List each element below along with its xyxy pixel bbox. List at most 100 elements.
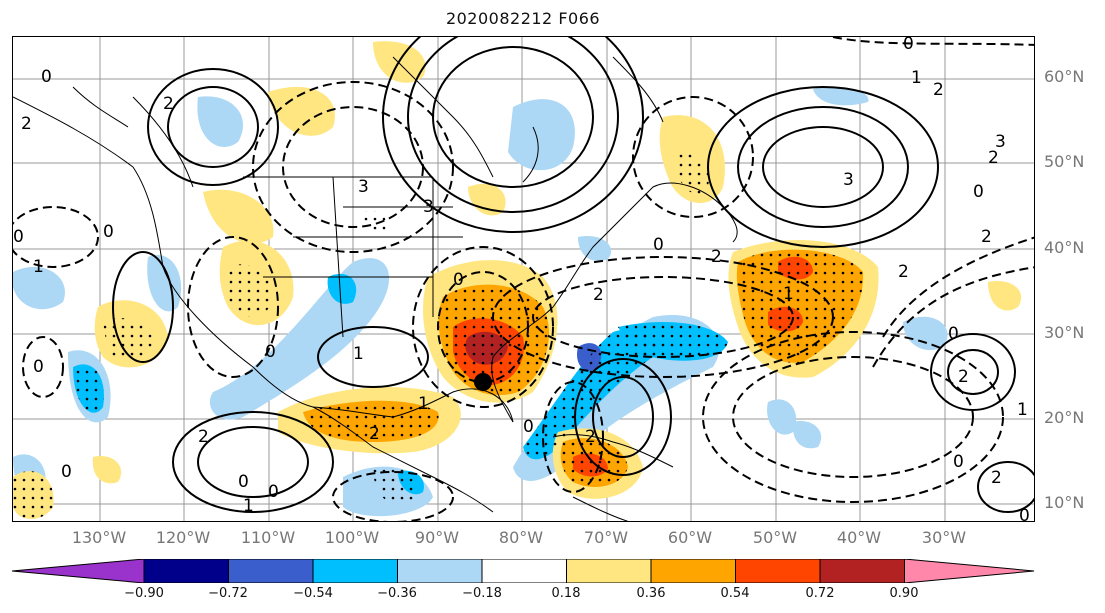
contour-label: 0 [523,417,534,437]
contour-solid [197,426,309,498]
contour-label: 0 [903,37,914,54]
colorbar-tick: −0.54 [293,586,333,601]
lon-label: 120°W [155,528,211,547]
contour-solid [977,461,1034,513]
lat-label: 30°N [1044,323,1085,342]
contour-solid [737,106,909,228]
contour-label: 2 [898,262,909,282]
contour-label: 0 [1019,506,1030,522]
contour-label: 2 [981,227,992,247]
pos-region [468,183,506,216]
contour-dashed [13,206,99,268]
significance-stipple [13,471,54,519]
lat-label: 20°N [1044,408,1085,427]
contour-dashed [702,331,1004,503]
contour-dashed [872,266,1034,368]
contour-label: 2 [711,247,722,267]
significance-stipple [363,210,387,234]
contour-label: 3 [995,132,1006,152]
contour-dashed [882,236,1034,338]
neg-region [508,99,575,171]
contour-solid [317,326,429,388]
contour-solid [930,333,1016,411]
contour-solid [147,68,279,186]
neg-region [903,316,948,351]
colorbar-tick: −0.72 [208,586,248,601]
contour-label: 2 [198,427,209,447]
contour-dashed [542,381,604,493]
lon-label: 90°W [414,528,460,547]
lon-label: 110°W [240,528,296,547]
neg-region [767,399,797,435]
colorbar-tick: 0.90 [889,586,919,601]
contour-label: 2 [991,468,1002,488]
contour-solid [574,358,672,476]
lon-label: 30°W [921,528,967,547]
contour-label: 0 [13,227,24,247]
lat-label: 10°N [1044,493,1085,512]
colorbar-extend-min [11,559,145,583]
contour-solid [382,37,644,233]
contour-solid [762,126,884,208]
contour-label: 0 [653,235,664,255]
colorbar-segment [143,559,229,583]
lon-label: 80°W [498,528,544,547]
colorbar-segment [735,559,821,583]
lon-label: 70°W [583,528,629,547]
contour-dashed [632,96,754,218]
contour-label: 0 [41,67,52,87]
pos-region [92,456,122,484]
contour-dashed [282,106,424,228]
lat-label: 40°N [1044,238,1085,257]
colorbar-extend-max [904,559,1035,583]
contour-label: 3 [358,177,369,197]
contour-label: 1 [243,496,254,516]
contour-solid [947,349,999,395]
colorbar-tick: −0.90 [124,586,164,601]
shaded-fields [13,41,1022,519]
significance-stipple [618,322,728,361]
neg-region-mid [327,273,357,304]
colorbar-tick: 0.18 [551,586,581,601]
contour-label: 0 [948,324,959,344]
colorbar-segment [228,559,314,583]
lon-label: 100°W [324,528,380,547]
contour-label: 2 [585,427,596,447]
significance-stipple [736,249,864,363]
map-title: 2020082212 F066 [445,9,601,28]
contour-label: 1 [911,68,922,88]
neg-region [13,266,65,310]
lat-label: 50°N [1044,152,1085,171]
significance-stipple [373,464,416,506]
contour-label: 2 [958,367,969,387]
colorbar-segment [566,559,652,583]
contour-solid [707,86,939,248]
lon-label: 50°W [752,528,798,547]
contour-dashed [332,471,454,521]
contour-label: 0 [268,482,279,502]
storm-center-icon [474,373,492,391]
contour-label: 2 [369,424,380,444]
contour-solid [172,411,334,513]
contour-dashed [22,336,64,398]
colorbar-segment [650,559,736,583]
lon-label: 130°W [71,528,127,547]
contour-label: 1 [418,394,429,414]
contour-dashed [187,236,279,378]
contour-label: 0 [265,342,276,362]
neg-region [197,96,244,147]
lon-label: 40°W [836,528,882,547]
colorbar [11,559,1035,583]
contour-label: 0 [953,452,964,472]
colorbar-segment [481,559,567,583]
contour-label: 2 [593,285,604,305]
contour-label: 3 [423,197,434,217]
colorbar-tick: −0.18 [462,586,502,601]
map-svg: 0 1 2 3 2 3 0 2 2 0 2 1 0 2 0 0 2 2 1 0 … [13,37,1034,522]
contour-label: 1 [783,284,794,304]
neg-region [792,421,822,449]
lon-label: 60°W [667,528,713,547]
contour-label: 3 [843,170,854,190]
contour-label: 0 [973,182,984,202]
significance-stipple [523,328,656,460]
